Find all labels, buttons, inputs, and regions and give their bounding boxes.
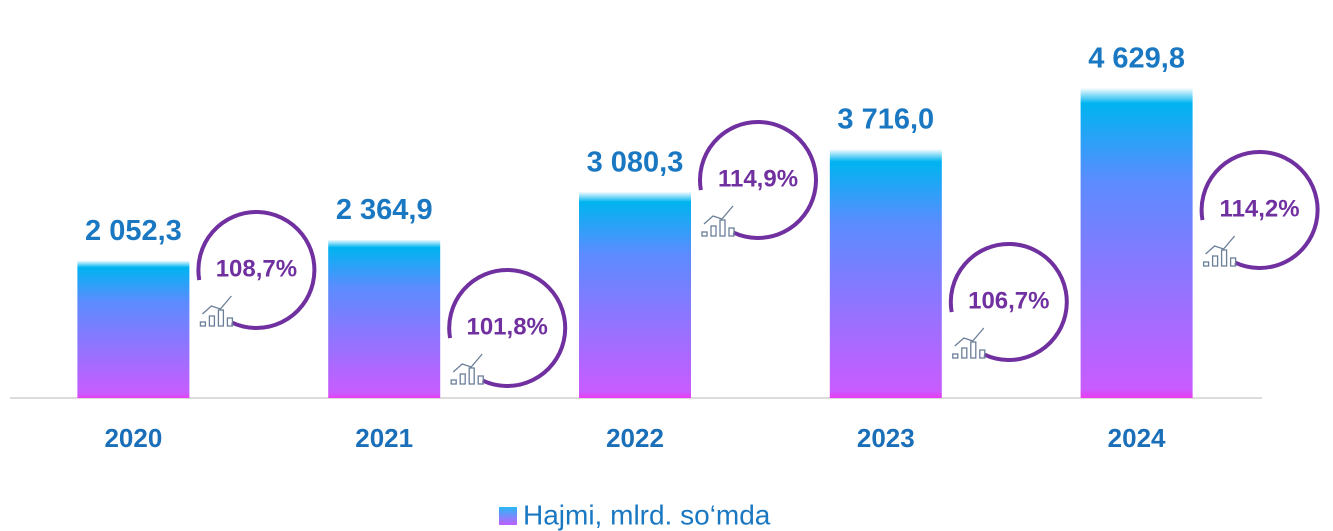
legend-label: Hajmi, mlrd. so‘mda [523,499,771,530]
icon-bar [952,353,959,359]
icon-bar [468,367,475,385]
growth-label: 114,2% [1220,195,1300,222]
icon-bar [226,317,234,327]
icon-bar [728,227,735,237]
icon-bar [710,225,717,237]
icon-bar [450,379,457,385]
bar [829,149,942,398]
growth-label: 114,9% [718,165,798,192]
icon-line [1205,235,1236,255]
x-tick-label: 2020 [104,423,162,453]
icon-bar [979,349,986,359]
icon-bar [701,231,708,237]
icon-bar [459,373,466,385]
growth-ring [196,210,317,330]
icon-line [452,353,483,373]
icon-line [201,295,232,315]
x-tick-label: 2024 [1108,423,1166,453]
bar [1080,87,1193,398]
growth-label: 106,7% [968,287,1049,314]
growth-ring [1199,150,1320,270]
x-tick-label: 2021 [355,423,413,453]
value-label: 3 716,0 [837,104,934,136]
growth-ring [447,268,568,388]
icon-line [954,327,985,347]
bar [328,239,441,398]
growth-ring [698,120,818,240]
icon-bar [1202,261,1210,267]
chart-icon [952,327,986,359]
value-label: 4 629,8 [1088,42,1185,74]
bar [77,260,190,398]
chart-icon [701,205,735,237]
value-label: 3 080,3 [587,146,684,178]
chart-icon [1202,235,1237,267]
icon-bar [477,375,484,385]
bar [579,191,691,398]
x-tick-label: 2022 [606,423,664,453]
icon-bar [719,219,726,237]
x-tick-label: 2023 [857,423,915,453]
icon-bar [199,321,207,327]
icon-bar [970,341,977,359]
legend-swatch [499,507,517,525]
growth-label: 108,7% [216,255,297,282]
value-label: 2 052,3 [85,215,182,247]
icon-bar [1229,257,1237,267]
chart-icon [450,353,484,385]
icon-line [703,205,734,225]
icon-bar [217,309,225,327]
icon-bar [208,315,216,327]
icon-bar [961,347,968,359]
chart-icon [199,295,234,327]
growth-ring [948,242,1069,362]
growth-label: 101,8% [466,313,547,340]
value-label: 2 364,9 [336,194,433,226]
icon-bar [1211,255,1219,267]
icon-bar [1220,249,1228,267]
